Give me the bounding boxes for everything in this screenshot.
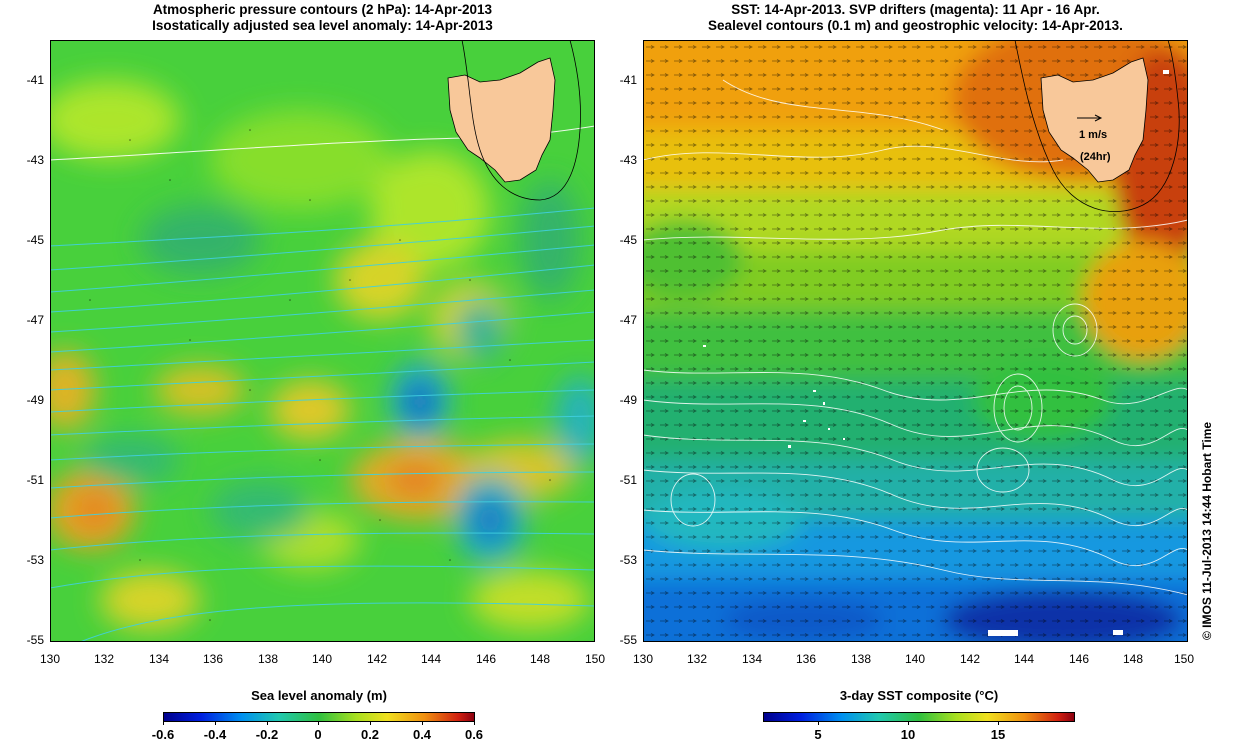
lon-tick: 132 (94, 652, 115, 666)
lon-tick: 150 (1174, 652, 1195, 666)
lon-tick: 146 (476, 652, 497, 666)
lon-tick: 130 (633, 652, 654, 666)
colorbar-tick-label: 15 (990, 727, 1006, 742)
sst-map: 1 m/s (24hr) (643, 40, 1188, 642)
imos-credit: © IMOS 11-Jul-2013 14:44 Hobart Time (1200, 421, 1214, 640)
lon-tick: 140 (312, 652, 333, 666)
lat-tick: -47 (26, 313, 44, 327)
lon-tick: 144 (421, 652, 442, 666)
lat-tick: -53 (619, 553, 637, 567)
lon-tick: 132 (687, 652, 708, 666)
sealevel-contours (643, 79, 1188, 596)
right-title-line1: SST: 14-Apr-2013. SVP drifters (magenta)… (731, 2, 1100, 17)
lon-tick: 136 (796, 652, 817, 666)
tasmania-land (1040, 57, 1149, 183)
left-title-line1: Atmospheric pressure contours (2 hPa): 1… (152, 2, 493, 17)
lon-tick: 134 (149, 652, 170, 666)
colorbar-tick-label: 0.2 (360, 727, 380, 742)
vector-scale-label: 1 m/s (1079, 129, 1107, 141)
lon-tick: 150 (585, 652, 606, 666)
lat-tick: -53 (26, 553, 44, 567)
lon-tick: 140 (905, 652, 926, 666)
lat-tick: -43 (619, 153, 637, 167)
colorbar-tick-label: -0.2 (255, 727, 279, 742)
lat-tick: -51 (26, 473, 44, 487)
vector-time-label: (24hr) (1080, 151, 1111, 163)
lat-tick: -47 (619, 313, 637, 327)
lon-tick: 142 (960, 652, 981, 666)
colorbar-tick-label: 0 (314, 727, 322, 742)
left-panel-title: Atmospheric pressure contours (2 hPa): 1… (50, 2, 595, 34)
colorbar-tick-label: 0.4 (412, 727, 432, 742)
lon-tick: 138 (258, 652, 279, 666)
lon-tick: 144 (1014, 652, 1035, 666)
sea-level-colorbar (163, 712, 475, 722)
colorbar-tick-label: -0.6 (151, 727, 175, 742)
lon-tick: 146 (1069, 652, 1090, 666)
lon-tick: 148 (1123, 652, 1144, 666)
lon-tick: 148 (530, 652, 551, 666)
lon-tick: 138 (851, 652, 872, 666)
lat-tick: -43 (26, 153, 44, 167)
sea-level-anomaly-map (50, 40, 595, 642)
sea-level-colorbar-title: Sea level anomaly (m) (251, 688, 387, 703)
sst-field: 1 m/s (24hr) (643, 40, 1188, 642)
sst-colorbar-title: 3-day SST composite (°C) (839, 688, 999, 703)
left-title-line2: Isostatically adjusted sea level anomaly… (152, 18, 493, 33)
right-panel-title: SST: 14-Apr-2013. SVP drifters (magenta)… (643, 2, 1188, 34)
lat-tick: -45 (26, 233, 44, 247)
lat-tick: -55 (26, 633, 44, 647)
reference-vector-arrow (1077, 114, 1103, 122)
lat-tick: -41 (619, 73, 637, 87)
lat-tick: -51 (619, 473, 637, 487)
lat-tick: -49 (26, 393, 44, 407)
lon-tick: 136 (203, 652, 224, 666)
lon-tick: 134 (742, 652, 763, 666)
pressure-contours (50, 125, 595, 642)
colorbar-tick-label: 10 (900, 727, 916, 742)
lon-tick: 142 (367, 652, 388, 666)
lon-tick: 130 (40, 652, 61, 666)
lat-tick: -49 (619, 393, 637, 407)
lat-tick: -45 (619, 233, 637, 247)
sea-level-anomaly-field (50, 40, 595, 642)
tasmania-land (447, 57, 556, 183)
lat-tick: -41 (26, 73, 44, 87)
colorbar-tick-label: 5 (814, 727, 822, 742)
right-title-line2: Sealevel contours (0.1 m) and geostrophi… (708, 18, 1123, 33)
colorbar-tick-label: 0.6 (464, 727, 484, 742)
sst-colorbar (763, 712, 1075, 722)
lat-tick: -55 (619, 633, 637, 647)
colorbar-tick-label: -0.4 (203, 727, 227, 742)
